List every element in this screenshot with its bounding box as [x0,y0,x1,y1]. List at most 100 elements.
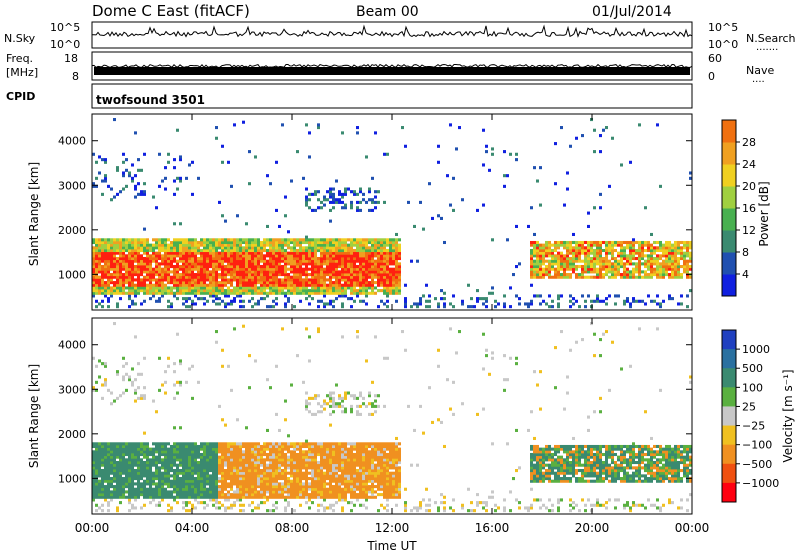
velocity-cell [197,469,200,473]
power-cell [536,270,539,274]
power-cell [125,286,128,290]
power-cell [341,278,344,282]
velocity-cell [128,498,131,502]
velocity-cell [125,474,128,478]
velocity-cell [119,458,122,462]
power-cell [179,275,182,279]
velocity-cell [179,469,182,473]
velocity-cell [149,487,152,491]
power-cell [239,262,242,266]
power-cell [140,267,143,271]
power-cell [398,286,401,290]
velocity-cell [272,452,275,457]
power-cell [281,270,284,274]
power-cell [326,198,329,202]
power-cell [368,273,371,277]
power-cell [155,291,158,295]
power-cell [632,246,635,250]
velocity-cell [230,477,233,481]
power-cell [242,246,245,250]
velocity-cell [209,495,212,499]
power-cell [332,200,335,204]
velocity-cell [263,471,266,475]
power-cell [230,291,233,295]
velocity-cell [251,482,254,486]
power-cell [236,262,239,266]
power-cell [155,256,158,261]
power-cell [674,240,677,245]
power-cell [236,214,239,218]
velocity-cell [197,466,200,470]
velocity-cell [173,426,176,430]
power-cell [278,256,281,261]
power-cell [302,176,305,180]
velocity-cell [131,458,134,462]
power-cell [539,294,542,298]
power-cell [566,248,569,253]
velocity-cell [260,452,263,457]
power-cell [176,265,179,269]
velocity-cell [128,378,131,382]
power-cell [548,262,551,266]
power-cell [605,267,608,271]
power-cell [470,297,473,301]
power-cell [179,179,182,183]
power-cell [683,246,686,250]
power-cell [212,270,215,274]
velocity-cell [281,455,284,459]
power-cell [650,262,653,266]
power-cell [398,251,401,255]
power-cell [548,254,551,258]
power-cell [233,262,236,266]
power-cell [281,254,284,258]
velocity-cell [158,388,161,392]
power-cell [377,200,380,204]
velocity-cell [98,485,101,489]
power-cell [590,262,593,266]
power-cell [215,262,218,266]
velocity-cell [137,466,140,470]
power-cell [245,286,248,290]
power-cell [275,283,278,287]
power-cell [389,246,392,250]
velocity-cell [248,485,251,489]
power-cell [125,243,128,247]
power-cell [293,289,296,293]
velocity-cell [176,479,179,483]
power-cell [641,262,644,266]
power-cell [287,246,290,250]
velocity-cell [215,485,218,489]
power-cell [338,265,341,269]
power-cell [308,246,311,250]
power-cell [563,240,566,245]
power-cell [350,283,353,287]
power-cell [284,262,287,266]
power-cell [578,243,581,247]
power-cell [548,246,551,250]
power-cell [134,240,137,245]
power-cell [125,281,128,285]
power-cell [536,267,539,271]
velocity-cell [293,495,296,499]
velocity-cell [167,485,170,489]
power-cell [350,305,353,309]
power-cell [350,265,353,269]
power-cell [173,286,176,290]
power-cell [611,240,614,245]
power-cell [104,243,107,247]
power-cell [389,281,392,285]
power-cell [308,267,311,271]
velocity-cell [287,458,290,462]
velocity-cell [98,474,101,478]
power-cell [596,240,599,245]
power-cell [611,275,614,279]
power-cell [377,275,380,279]
velocity-cell [266,466,269,470]
power-cell [179,265,182,269]
velocity-cell [251,487,254,491]
power-cell [311,243,314,247]
power-cell [356,291,359,295]
velocity-cell [143,466,146,470]
velocity-cell [293,474,296,478]
power-cell [233,248,236,253]
